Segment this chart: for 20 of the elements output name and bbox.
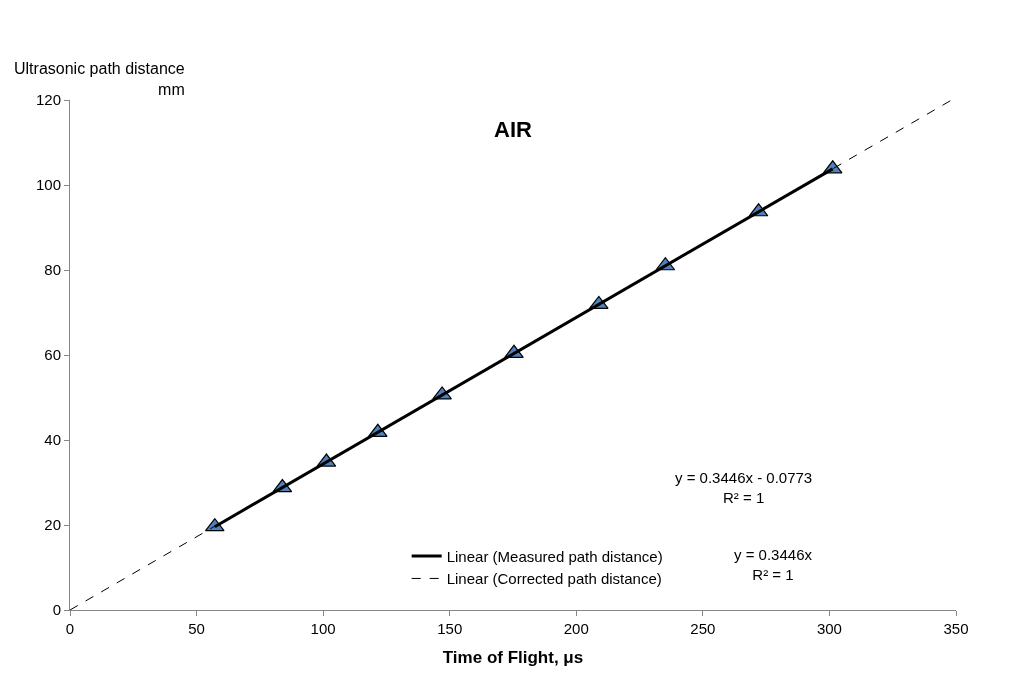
annotation: y = 0.3446x - 0.0773 R² = 1 [675,469,813,506]
x-tick-label: 150 [437,620,463,637]
x-tick-label: 200 [563,620,589,637]
y-tick-label: 100 [35,176,61,194]
x-tick-label: 0 [65,620,75,637]
legend-label: Linear (Corrected path distance) [446,570,662,588]
legend-label: Linear (Measured path distance) [446,547,663,565]
x-tick-label: 50 [188,620,205,637]
x-tick-label: 100 [310,620,336,637]
y-tick-label: 60 [44,346,61,364]
x-tick-label: 250 [690,620,716,637]
y-tick-label: 80 [44,261,61,279]
x-tick-label: 300 [816,620,842,637]
x-tick-label: 350 [943,620,969,637]
x-axis-title: Time of Flight, μs [442,648,584,668]
y-tick-label: 0 [52,601,61,619]
y-tick-label: 40 [44,431,61,449]
annotation: y = 0.3446x R² = 1 [734,546,813,583]
y-tick-label: 20 [44,516,61,534]
text: AIR [494,117,532,142]
